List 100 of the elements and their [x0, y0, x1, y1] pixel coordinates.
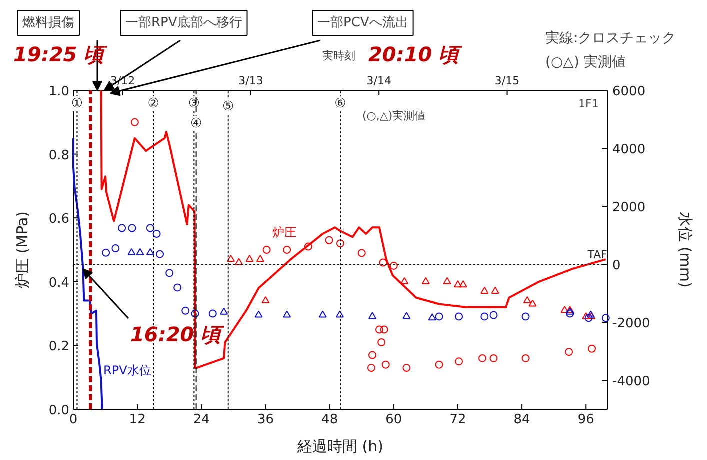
point	[102, 248, 110, 257]
text: 一部PCVへ流出	[318, 14, 408, 30]
point	[478, 354, 487, 362]
y-tick-label: 0.8	[48, 148, 70, 164]
point	[480, 312, 489, 321]
text: 20:10 頃	[368, 42, 464, 66]
text: 一部RPV底部へ移行	[126, 16, 242, 30]
ref-line-label: ①	[71, 96, 84, 112]
point	[490, 311, 498, 320]
x2-tick-label: 3/15	[494, 74, 520, 88]
point	[368, 312, 377, 320]
point	[128, 224, 136, 232]
x2-tick-label: 3/14	[366, 74, 392, 88]
x-tick-label: 24	[193, 412, 210, 428]
point	[435, 360, 444, 369]
point	[136, 248, 144, 256]
point	[191, 310, 200, 318]
point	[227, 255, 236, 262]
point	[336, 240, 344, 248]
point	[400, 277, 409, 284]
point	[182, 306, 190, 315]
y-tick-label: 0.2	[48, 340, 70, 355]
y-axis-title: 炉圧 (MPa)	[14, 212, 32, 288]
point	[378, 338, 386, 347]
series-label: 炉圧	[272, 226, 296, 240]
point	[262, 246, 271, 254]
point	[523, 296, 532, 304]
x-tick-label: 36	[257, 412, 274, 428]
point	[454, 280, 462, 288]
point	[283, 310, 292, 318]
point	[367, 364, 376, 372]
point	[128, 248, 136, 256]
point	[435, 312, 444, 321]
y-tick-label: 0.0	[48, 404, 70, 418]
point	[358, 249, 366, 258]
x-tick-label: 60	[386, 412, 402, 428]
point	[428, 314, 436, 321]
point	[318, 310, 327, 318]
text: 実時刻	[322, 50, 356, 62]
point	[262, 296, 270, 304]
point	[235, 258, 244, 266]
point	[522, 312, 530, 321]
point	[455, 358, 464, 366]
y-tick-label: 0.4	[48, 276, 70, 291]
point	[174, 284, 182, 292]
point	[379, 258, 388, 267]
x-tick-label: 96	[578, 412, 594, 428]
y2-tick-label: -4000	[612, 374, 650, 390]
y2-tick-label: 6000	[612, 84, 646, 100]
point	[325, 236, 334, 244]
point	[528, 300, 537, 307]
y2-tick-label: 0	[612, 258, 621, 274]
ref-line-label: ⑥	[334, 96, 346, 112]
point	[166, 269, 174, 278]
x-axis-title: 経過時間 (h)	[296, 438, 384, 456]
point	[220, 308, 228, 315]
point	[156, 250, 164, 258]
point	[336, 310, 344, 318]
point	[368, 351, 377, 360]
point	[443, 277, 452, 284]
ref-line-label: ②	[148, 96, 160, 112]
point	[118, 224, 126, 232]
ref-line-label: TAF	[586, 248, 608, 262]
ref-line-label: ④	[190, 116, 202, 132]
point	[490, 354, 498, 362]
y2-tick-label: 4000	[612, 142, 646, 158]
point	[130, 118, 139, 126]
point	[402, 312, 411, 320]
point	[602, 314, 610, 322]
annotation: 1F1	[578, 98, 599, 110]
y2-tick-label: 2000	[612, 200, 646, 216]
point	[283, 246, 292, 254]
point	[112, 244, 120, 253]
x-tick-label: 12	[129, 412, 146, 428]
text: 実線:クロスチェック	[546, 30, 676, 46]
point	[246, 255, 254, 262]
point	[380, 326, 388, 334]
y-tick-label: 0.6	[48, 212, 70, 228]
y-tick-label: 1.0	[48, 84, 70, 100]
ref-line-label: ⑤	[222, 100, 234, 114]
point	[256, 255, 264, 262]
point	[375, 326, 384, 334]
point	[582, 312, 590, 320]
annotation: 16:20 頃	[130, 322, 226, 346]
point	[208, 310, 217, 318]
text: (○△) 実測値	[546, 54, 626, 70]
point	[455, 312, 464, 321]
point	[566, 310, 574, 318]
x-tick-label: 0	[69, 412, 78, 428]
point	[390, 262, 398, 270]
point	[459, 280, 468, 288]
point	[480, 286, 489, 294]
point	[254, 310, 263, 318]
x2-tick-label: 3/13	[238, 74, 264, 88]
point	[152, 230, 161, 238]
x-tick-label: 48	[322, 412, 338, 428]
point	[146, 248, 154, 256]
point	[522, 354, 530, 362]
point	[304, 242, 312, 251]
annotation: (○,△)実測値	[362, 110, 426, 122]
